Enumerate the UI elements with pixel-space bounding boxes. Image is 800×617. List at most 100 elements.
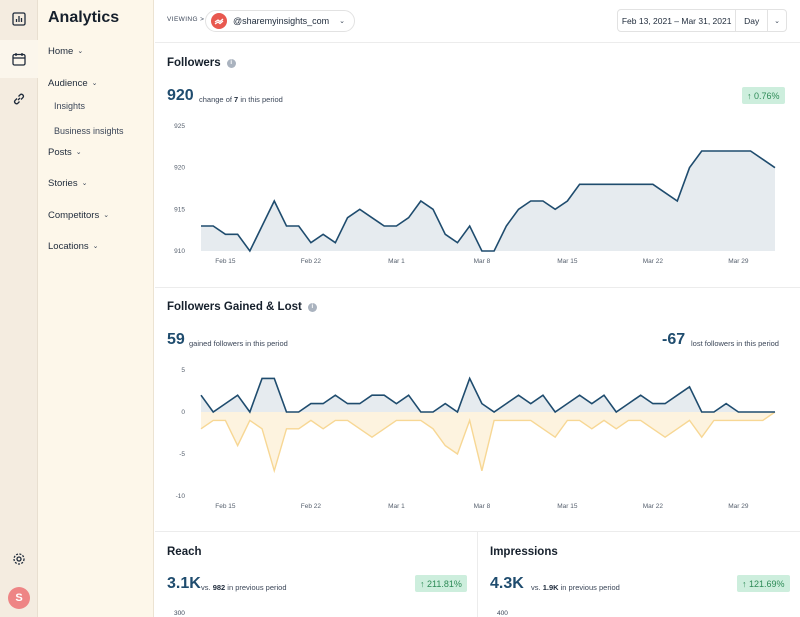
main-content: VIEWING > @sharemyinsights_com ⌄ Feb 13,…	[155, 0, 800, 617]
account-name: @sharemyinsights_com	[233, 16, 330, 26]
lost-line	[200, 411, 776, 474]
change-suffix: in this period	[240, 95, 283, 104]
nav-item-label: Competitors	[48, 210, 100, 221]
y-tick-label: 920	[174, 165, 185, 172]
reach-title: Reach	[167, 546, 202, 558]
vs-value: 982	[212, 583, 226, 592]
info-icon[interactable]: i	[226, 58, 236, 68]
link-icon	[13, 93, 25, 105]
vs-prefix: vs.	[201, 583, 211, 592]
account-logo-icon	[211, 13, 227, 29]
x-tick-label: Mar 22	[643, 503, 664, 510]
lost-label: lost followers in this period	[691, 339, 779, 348]
info-icon[interactable]: i	[307, 302, 317, 312]
y-tick-label: 925	[174, 123, 185, 130]
nav-item-posts[interactable]: Posts ⌄	[48, 147, 82, 158]
nav-item-label: Locations	[48, 241, 89, 252]
x-tick-label: Mar 22	[643, 258, 664, 265]
section-title-text: Impressions	[490, 546, 558, 558]
nav-item-locations[interactable]: Locations ⌄	[48, 241, 99, 252]
gear-icon	[13, 553, 25, 565]
analytics-rail-button[interactable]	[4, 4, 34, 34]
followers-area	[201, 151, 775, 251]
nav-item-label: Stories	[48, 178, 78, 189]
avatar[interactable]: S	[8, 587, 30, 609]
viewing-label: VIEWING >	[167, 16, 205, 23]
chevron-down-icon[interactable]: ⌄	[774, 17, 780, 25]
chevron-down-icon: ⌄	[339, 18, 346, 25]
nav-item-home[interactable]: Home ⌄	[48, 46, 83, 57]
app-title: Analytics	[48, 9, 120, 26]
lost-area	[201, 412, 775, 471]
x-tick-label: Mar 8	[474, 258, 491, 265]
change-prefix: change of	[199, 95, 232, 104]
settings-rail-button[interactable]	[4, 544, 34, 574]
calendar-rail-button[interactable]	[0, 40, 38, 78]
section-title-text: Reach	[167, 546, 202, 558]
x-tick-label: Mar 29	[728, 503, 749, 510]
chevron-down-icon: ⌄	[75, 148, 82, 156]
impressions-axis-tick: 400	[497, 610, 508, 617]
y-tick-label: 0	[181, 409, 185, 416]
x-tick-label: Feb 15	[215, 258, 236, 265]
impressions-count: 4.3K	[490, 575, 524, 592]
nav-item-label: Home	[48, 46, 74, 57]
reach-count: 3.1K	[167, 575, 201, 592]
chevron-down-icon: ⌄	[103, 211, 110, 219]
followers-title: Followers i	[167, 57, 236, 69]
granularity-select[interactable]: Day	[736, 10, 769, 31]
x-tick-label: Feb 22	[301, 503, 322, 510]
followers-change-text: change of 7 in this period	[199, 95, 283, 104]
icon-rail: S	[0, 0, 38, 617]
nav-item-insights[interactable]: Insights	[54, 101, 86, 111]
chevron-down-icon: ⌄	[81, 179, 88, 187]
reach-axis-tick: 300	[174, 610, 185, 617]
gained-lost-title: Followers Gained & Lost i	[167, 301, 317, 313]
nav-sidebar: Analytics Home ⌄ Audience ⌄ Insights Busin…	[38, 0, 154, 617]
followers-line	[201, 150, 776, 253]
date-range-button[interactable]: Feb 13, 2021 – Mar 31, 2021	[618, 10, 737, 31]
gained-area	[201, 378, 775, 412]
reach-comparison: vs. 982 in previous period	[201, 583, 287, 592]
impressions-title: Impressions	[490, 546, 558, 558]
nav-item-audience[interactable]: Audience ⌄	[48, 78, 98, 89]
nav-item-business-insights[interactable]: Business insights	[54, 126, 124, 136]
x-tick-label: Mar 1	[388, 503, 405, 510]
nav-item-competitors[interactable]: Competitors ⌄	[48, 210, 109, 221]
reach-change-badge: ↑ 211.81%	[415, 575, 467, 592]
gained-count: 59	[167, 331, 185, 348]
vs-suffix: in previous period	[227, 583, 287, 592]
calendar-icon	[12, 53, 26, 66]
top-bar: VIEWING > @sharemyinsights_com ⌄ Feb 13,…	[155, 0, 800, 43]
gained-lost-chart: 5 0 -5 -10 Feb 15 Feb 22 Mar 1 Mar 8 Mar 15 Mar 2…	[176, 367, 776, 510]
y-tick-label: 5	[181, 367, 185, 374]
chevron-down-icon: ⌄	[77, 47, 84, 55]
impressions-comparison: vs. 1.9K in previous period	[531, 583, 620, 592]
x-tick-label: Mar 1	[388, 258, 405, 265]
vs-value: 1.9K	[542, 583, 559, 592]
x-tick-label: Mar 15	[557, 503, 578, 510]
y-tick-label: 915	[174, 206, 185, 213]
section-title-text: Followers	[167, 57, 221, 69]
followers-count: 920	[167, 87, 194, 104]
change-value: 7	[234, 95, 239, 104]
section-title-text: Followers Gained & Lost	[167, 301, 302, 313]
y-tick-label: 910	[174, 248, 185, 255]
impressions-change-badge: ↑ 121.69%	[737, 575, 790, 592]
x-tick-label: Mar 29	[728, 258, 749, 265]
column-divider	[477, 532, 478, 617]
lost-count: -67	[662, 331, 686, 348]
x-tick-label: Feb 15	[215, 503, 236, 510]
account-selector[interactable]: @sharemyinsights_com ⌄	[205, 10, 355, 32]
link-rail-button[interactable]	[4, 84, 34, 114]
y-tick-label: -5	[179, 451, 185, 458]
vs-prefix: vs.	[531, 583, 541, 592]
followers-chart: 910 915 920 925 Feb 15 Feb 22 Mar 1 Mar 8 Mar 15…	[174, 123, 776, 265]
nav-item-label: Audience	[48, 78, 88, 89]
x-tick-label: Mar 8	[474, 503, 491, 510]
section-divider	[155, 287, 800, 288]
x-tick-label: Mar 15	[557, 258, 578, 265]
nav-item-label: Posts	[48, 147, 72, 158]
followers-change-badge: ↑ 0.76%	[742, 87, 785, 104]
nav-item-stories[interactable]: Stories ⌄	[48, 178, 87, 189]
